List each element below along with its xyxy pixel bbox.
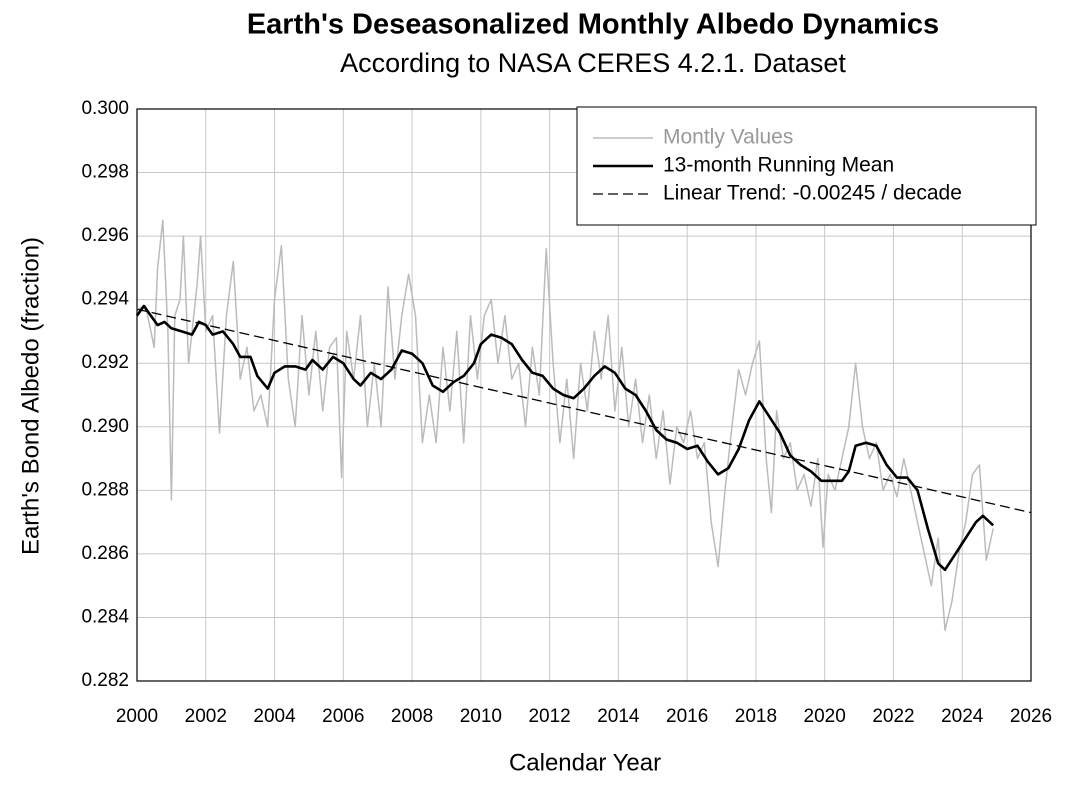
y-tick-label: 0.298 — [81, 162, 129, 183]
series-line — [136, 308, 1032, 514]
y-tick-label: 0.300 — [81, 98, 129, 119]
legend-label: Linear Trend: -0.00245 / decade — [663, 182, 962, 205]
y-axis-label: Earth's Bond Albedo (fraction) — [17, 237, 44, 555]
y-tick-label: 0.282 — [81, 670, 129, 691]
x-tick-label: 2010 — [460, 706, 502, 727]
x-tick-label: 2022 — [872, 706, 914, 727]
x-tick-label: 2012 — [528, 706, 570, 727]
y-tick-label: 0.292 — [81, 352, 129, 373]
chart-subtitle: According to NASA CERES 4.2.1. Dataset — [340, 48, 846, 78]
legend-label: Montly Values — [663, 126, 793, 149]
series-line — [136, 219, 994, 631]
x-tick-label: 2024 — [941, 706, 984, 727]
y-tick-label: 0.286 — [81, 543, 129, 564]
x-tick-label: 2020 — [804, 706, 846, 727]
legend-label: 13-month Running Mean — [663, 154, 894, 177]
y-tick-label: 0.284 — [81, 606, 129, 627]
x-tick-label: 2018 — [735, 706, 777, 727]
series-line — [135, 304, 995, 572]
y-tick-label: 0.294 — [81, 289, 129, 310]
x-tick-label: 2014 — [597, 706, 640, 727]
chart-title: Earth's Deseasonalized Monthly Albedo Dy… — [247, 9, 939, 41]
x-tick-label: 2002 — [185, 706, 227, 727]
y-tick-label: 0.288 — [81, 479, 129, 500]
y-tick-label: 0.296 — [81, 225, 129, 246]
x-tick-label: 2006 — [322, 706, 364, 727]
x-tick-label: 2000 — [116, 706, 158, 727]
y-tick-label: 0.290 — [81, 416, 129, 437]
x-tick-label: 2008 — [391, 706, 433, 727]
x-tick-label: 2004 — [253, 706, 296, 727]
x-tick-label: 2016 — [666, 706, 708, 727]
x-axis-label: Calendar Year — [509, 749, 661, 776]
x-tick-label: 2026 — [1010, 706, 1052, 727]
legend-box — [576, 106, 1037, 226]
